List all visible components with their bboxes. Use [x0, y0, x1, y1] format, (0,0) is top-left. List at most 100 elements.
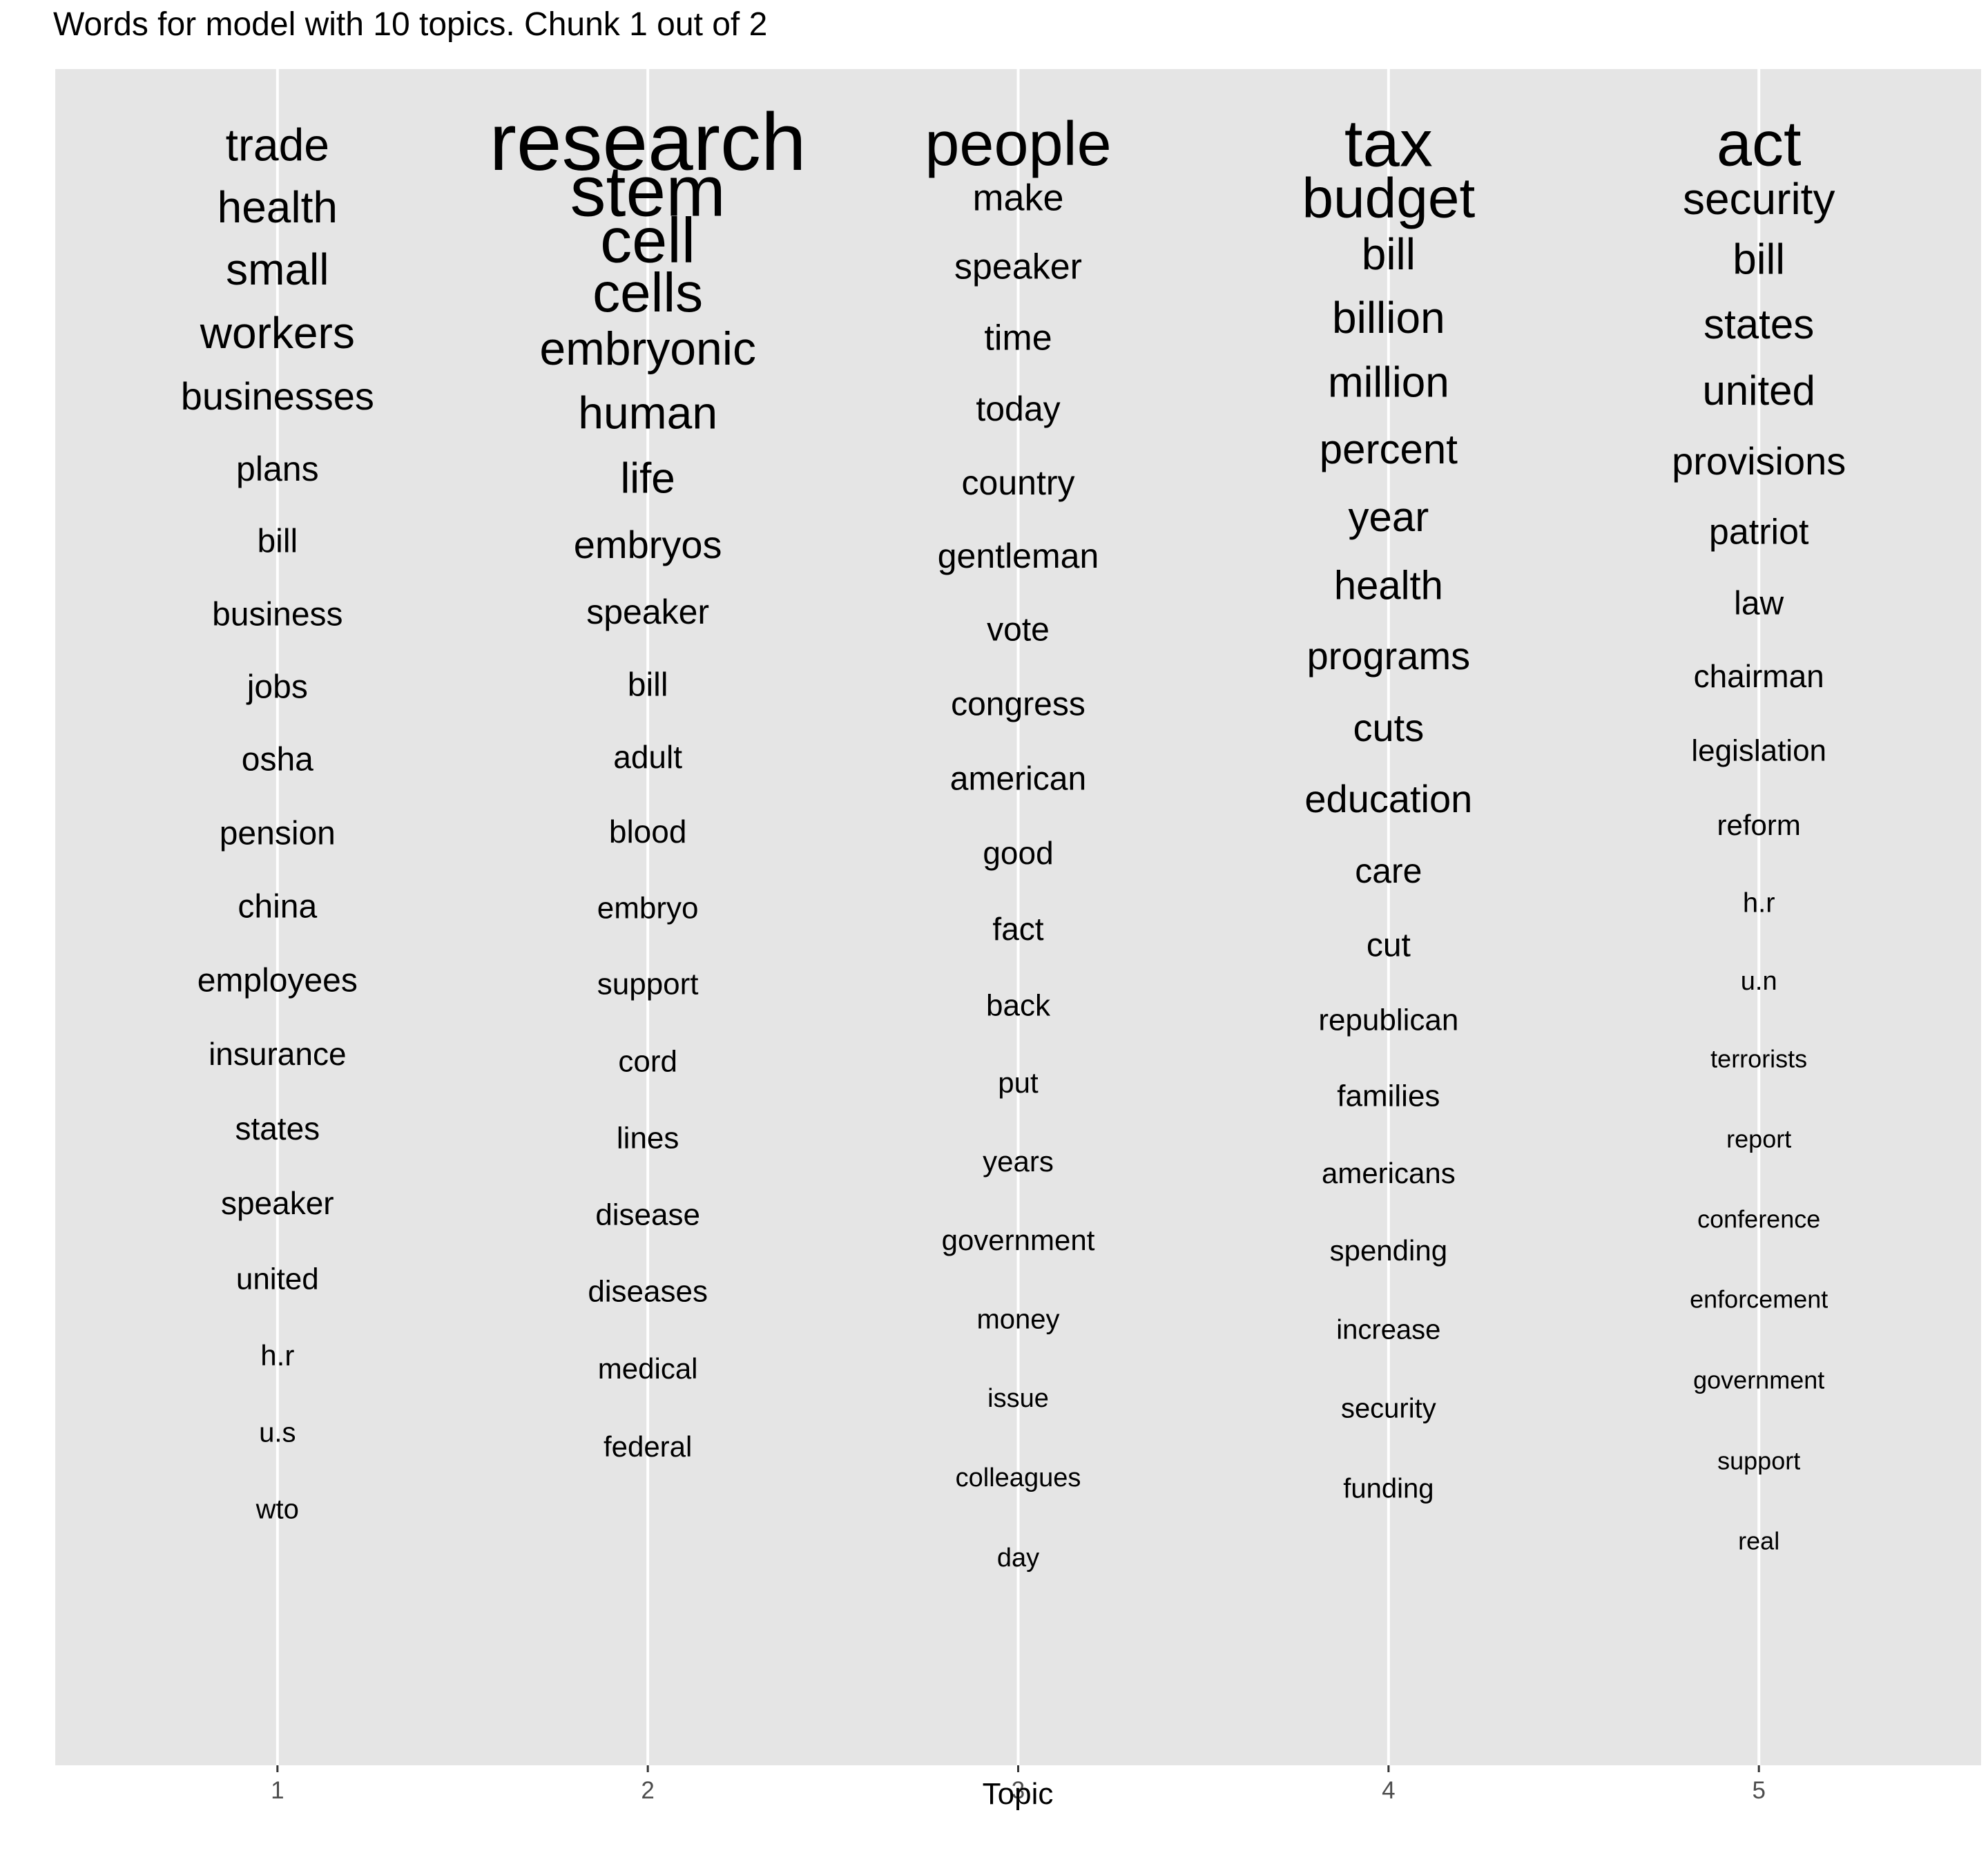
topic-1-word-12: china [238, 889, 317, 925]
topic-1-word-4: workers [200, 308, 355, 358]
topic-4-word-7: year [1348, 494, 1429, 540]
topic-3-word-11: good [983, 835, 1053, 871]
topic-4-word-2: budget [1302, 167, 1475, 230]
topic-4-word-1: tax [1344, 106, 1433, 180]
topic-2-word-9: speaker [586, 593, 709, 631]
topic-5-word-1: act [1717, 108, 1802, 179]
x-tick-label: 2 [641, 1777, 654, 1804]
topic-2-word-13: embryo [597, 892, 699, 925]
topic-2-word-7: life [621, 454, 675, 502]
topic-1-word-2: health [218, 182, 338, 232]
topic-1-word-15: states [235, 1111, 320, 1146]
topic-3-word-1: people [925, 110, 1111, 179]
topic-4-word-15: families [1337, 1079, 1440, 1113]
topic-1-word-3: small [226, 244, 329, 294]
topic-3-word-9: congress [951, 687, 1085, 723]
topic-3-word-12: fact [992, 911, 1043, 947]
topic-4-word-14: republican [1318, 1004, 1458, 1037]
word-layer: trade health small workers businesses plans bi… [181, 97, 1846, 1573]
x-tick-label: 1 [271, 1777, 284, 1804]
topic-3-word-20: day [997, 1544, 1039, 1573]
topic-5-word-16: conference [1697, 1205, 1820, 1233]
topic-5-word-7: patriot [1709, 512, 1809, 553]
topic-4-word-6: percent [1320, 426, 1458, 472]
topic-5-word-19: support [1717, 1447, 1800, 1475]
topic-4-word-11: education [1304, 777, 1472, 820]
topic-4-word-20: funding [1343, 1474, 1434, 1504]
topic-5-word-18: government [1693, 1366, 1824, 1394]
topic-3-word-15: years [983, 1145, 1054, 1178]
topic-2-word-18: diseases [588, 1275, 708, 1309]
topic-3-word-7: gentleman [938, 537, 1099, 575]
topic-2-word-8: embryos [574, 523, 722, 566]
topic-5-word-2: security [1683, 174, 1835, 224]
topic-5-word-6: provisions [1672, 439, 1846, 483]
topic-5-word-3: bill [1733, 236, 1785, 283]
topic-5-word-5: united [1702, 367, 1815, 414]
topic-1-word-10: osha [242, 742, 313, 778]
topic-1-word-9: jobs [246, 669, 308, 706]
topic-3-word-2: make [972, 177, 1063, 218]
topic-2-word-15: cord [618, 1045, 677, 1079]
topic-4-word-4: billion [1332, 293, 1445, 343]
topic-4-word-13: cut [1367, 928, 1411, 964]
topic-2-word-2: stem [570, 151, 725, 231]
topic-3-word-6: country [962, 463, 1075, 502]
topic-3-word-5: today [976, 390, 1060, 428]
topic-4-word-8: health [1334, 563, 1443, 608]
topic-3-word-17: money [976, 1305, 1059, 1335]
topic-2-word-11: adult [613, 739, 682, 775]
topic-2-word-6: human [578, 387, 717, 438]
topic-3-word-10: american [950, 761, 1086, 798]
topic-1-word-17: united [236, 1262, 319, 1296]
topic-3-word-8: vote [987, 612, 1050, 649]
topic-2-word-5: embryonic [539, 323, 756, 375]
topic-2-word-20: federal [604, 1430, 692, 1463]
topic-1-word-14: insurance [209, 1036, 346, 1072]
x-tick-label: 5 [1752, 1777, 1765, 1804]
topic-5-word-9: chairman [1694, 658, 1824, 694]
topic-5-word-11: reform [1717, 809, 1801, 841]
x-tick-label: 4 [1382, 1777, 1395, 1804]
topic-3-word-4: time [984, 318, 1052, 358]
topic-2-word-14: support [597, 968, 699, 1001]
topic-5-word-17: enforcement [1690, 1285, 1828, 1314]
topic-5-word-15: report [1726, 1125, 1791, 1153]
x-axis-ticks: 1 2 3 4 5 [271, 1765, 1766, 1804]
topic-5-word-20: real [1738, 1527, 1779, 1555]
topic-5-word-4: states [1704, 301, 1814, 347]
topic-3-word-14: put [998, 1066, 1039, 1099]
topic-1-word-19: u.s [259, 1418, 296, 1448]
topic-4-word-9: programs [1307, 634, 1471, 678]
topic-1-word-20: wto [255, 1495, 299, 1525]
topic-2-word-12: blood [609, 814, 687, 849]
topic-4-word-18: increase [1336, 1315, 1440, 1345]
topic-4-word-16: americans [1322, 1157, 1456, 1189]
grid-lines [276, 69, 1761, 1765]
topic-2-word-17: disease [595, 1198, 700, 1232]
topic-1-word-6: plans [236, 450, 319, 488]
topic-1-word-1: trade [226, 119, 329, 170]
topic-3-word-18: issue [987, 1384, 1049, 1413]
topic-1-word-13: employees [197, 963, 358, 999]
topic-2-word-3: cell [600, 205, 695, 276]
chart-title: Words for model with 10 topics. Chunk 1 … [53, 6, 768, 43]
topic-5-word-8: law [1734, 586, 1784, 622]
x-axis-title: Topic [983, 1777, 1054, 1811]
topic-1-word-16: speaker [221, 1185, 334, 1221]
topic-5-word-10: legislation [1691, 734, 1826, 768]
topic-3-word-16: government [942, 1224, 1095, 1256]
topic-4-word-12: care [1355, 852, 1422, 890]
topic-1-word-7: bill [257, 524, 298, 560]
topic-3-word-3: speaker [954, 247, 1082, 287]
topic-1-word-8: business [212, 597, 342, 633]
topic-2-word-4: cells [592, 262, 703, 323]
topic-5-word-13: u.n [1741, 967, 1777, 996]
topic-2-word-1: research [490, 97, 807, 188]
topic-2-word-16: lines [617, 1122, 679, 1155]
topic-1-word-11: pension [220, 816, 336, 852]
topic-4-word-19: security [1341, 1394, 1436, 1424]
topic-4-word-17: spending [1330, 1234, 1447, 1267]
topic-4-word-10: cuts [1353, 706, 1424, 749]
